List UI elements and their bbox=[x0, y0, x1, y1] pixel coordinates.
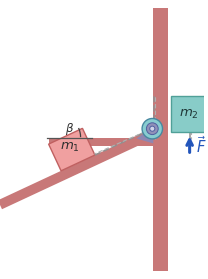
Text: $m_2$: $m_2$ bbox=[179, 107, 199, 121]
Circle shape bbox=[150, 126, 155, 131]
Text: $\vec{F}$: $\vec{F}$ bbox=[196, 135, 206, 156]
Polygon shape bbox=[0, 130, 153, 209]
Circle shape bbox=[142, 119, 162, 139]
Polygon shape bbox=[49, 138, 154, 146]
Bar bbox=[153, 8, 168, 271]
Polygon shape bbox=[137, 127, 153, 143]
Bar bbox=[171, 96, 208, 132]
Text: $m_1$: $m_1$ bbox=[60, 141, 80, 154]
Text: $\beta$: $\beta$ bbox=[65, 121, 74, 137]
Polygon shape bbox=[49, 128, 95, 171]
Circle shape bbox=[146, 123, 158, 134]
